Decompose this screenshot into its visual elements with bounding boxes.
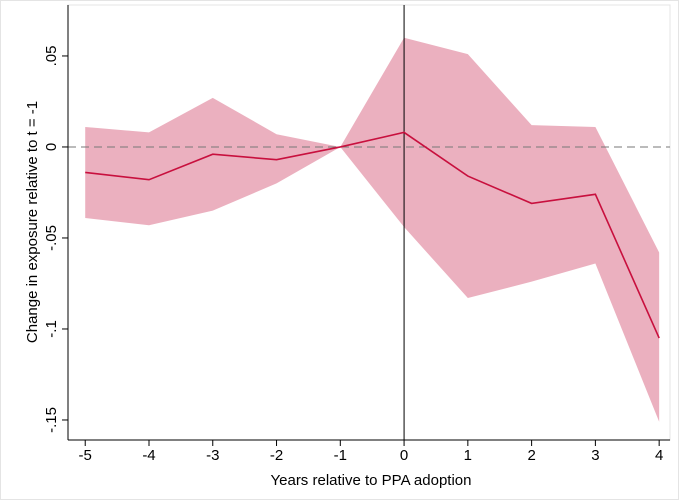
y-tick-label: -.15 — [43, 407, 60, 433]
x-axis-label: Years relative to PPA adoption — [271, 472, 472, 489]
y-tick-label: 0 — [43, 143, 60, 151]
y-tick-label: -.05 — [43, 225, 60, 251]
confidence-band — [85, 37, 660, 422]
x-tick-label: -4 — [142, 447, 155, 464]
x-tick-label: 1 — [464, 447, 472, 464]
x-tick-label: 0 — [400, 447, 408, 464]
x-tick-label: -3 — [206, 447, 219, 464]
y-axis-label: Change in exposure relative to t = -1 — [24, 101, 41, 343]
x-tick-label: -5 — [79, 447, 92, 464]
x-tick-label: 4 — [655, 447, 663, 464]
y-tick-label: .05 — [43, 46, 60, 67]
x-tick-label: 3 — [591, 447, 599, 464]
y-tick-label: -.1 — [43, 320, 60, 338]
x-tick-label: 2 — [527, 447, 535, 464]
estimate-line — [85, 131, 660, 339]
x-tick-label: -2 — [270, 447, 283, 464]
x-tick-label: -1 — [334, 447, 347, 464]
